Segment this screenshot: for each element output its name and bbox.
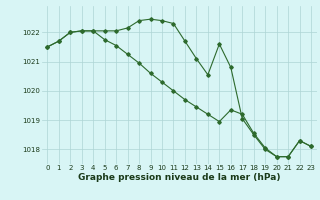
X-axis label: Graphe pression niveau de la mer (hPa): Graphe pression niveau de la mer (hPa)	[78, 173, 280, 182]
